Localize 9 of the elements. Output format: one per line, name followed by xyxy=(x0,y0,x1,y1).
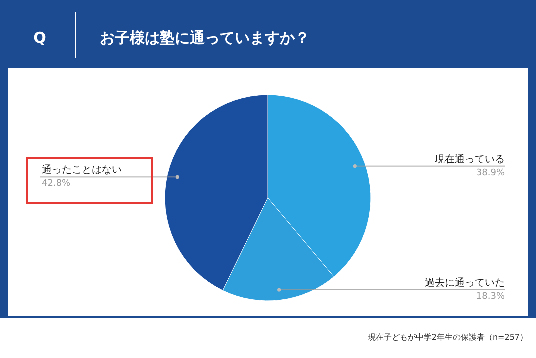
text: 現在子どもが中学2年生の保護者（n=257） xyxy=(368,333,528,342)
data-label: 42.8% xyxy=(42,179,72,190)
slice-label: 現在通っている xyxy=(435,153,505,166)
slice-label: 過去に通っていた xyxy=(425,277,505,290)
slice-label: 通ったことはない xyxy=(42,164,122,176)
text: Q xyxy=(34,29,46,47)
data-label: 38.9% xyxy=(476,168,506,178)
data-label: 18.3% xyxy=(476,292,506,302)
chart-title: お子様は塾に通っていますか？ xyxy=(100,29,310,47)
